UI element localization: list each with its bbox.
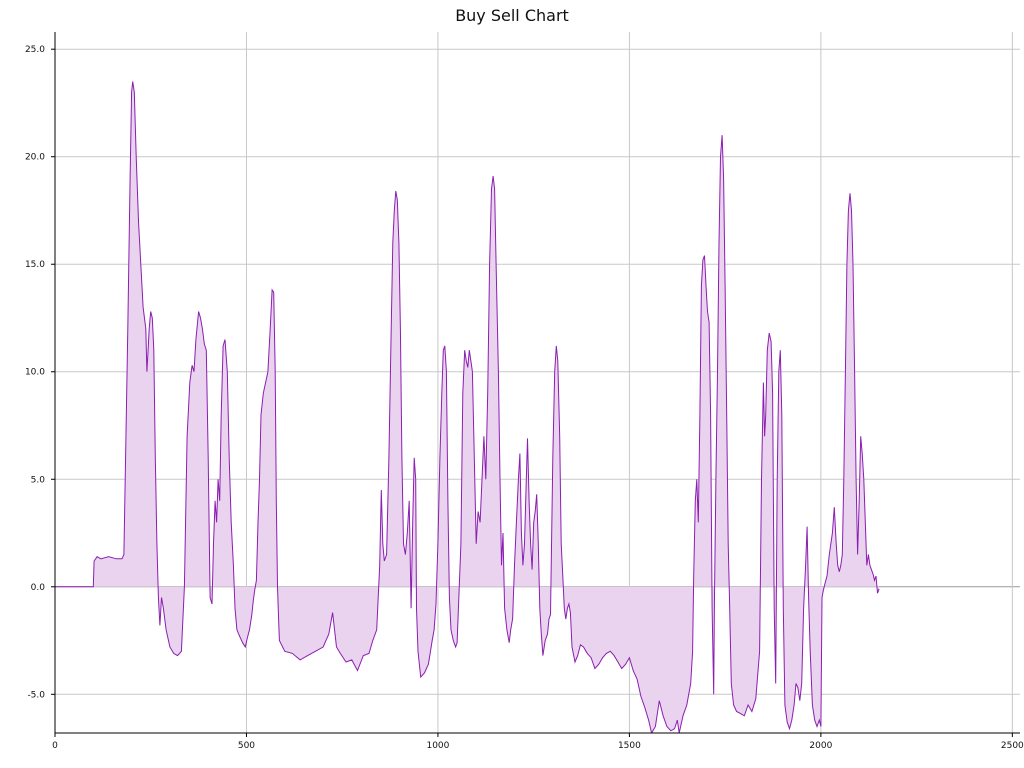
- x-tick-label: 1500: [618, 741, 641, 751]
- y-tick-label: 10.0: [25, 368, 45, 378]
- x-tick-label: 500: [238, 741, 255, 751]
- y-tick-label: 20.0: [25, 153, 45, 163]
- x-tick-label: 0: [52, 741, 58, 751]
- x-tick-label: 2000: [809, 741, 832, 751]
- y-tick-label: 0.0: [31, 583, 46, 593]
- series-fill: [55, 81, 880, 733]
- series-area: [55, 81, 880, 733]
- y-tick-label: 25.0: [25, 45, 45, 55]
- y-tick-label: 5.0: [31, 475, 46, 485]
- x-tick-label: 1000: [426, 741, 449, 751]
- y-tick-label: -5.0: [27, 690, 45, 700]
- series-line: [55, 81, 880, 733]
- tick-labels: -5.0 0.0 5.0 10.0 15.0 20.0 25.0 0 500 1000 1500 20…: [25, 45, 1024, 751]
- axes: [51, 32, 1020, 737]
- x-tick-label: 2500: [1001, 741, 1024, 751]
- y-tick-label: 15.0: [25, 260, 45, 270]
- chart-title: Buy Sell Chart: [455, 6, 569, 25]
